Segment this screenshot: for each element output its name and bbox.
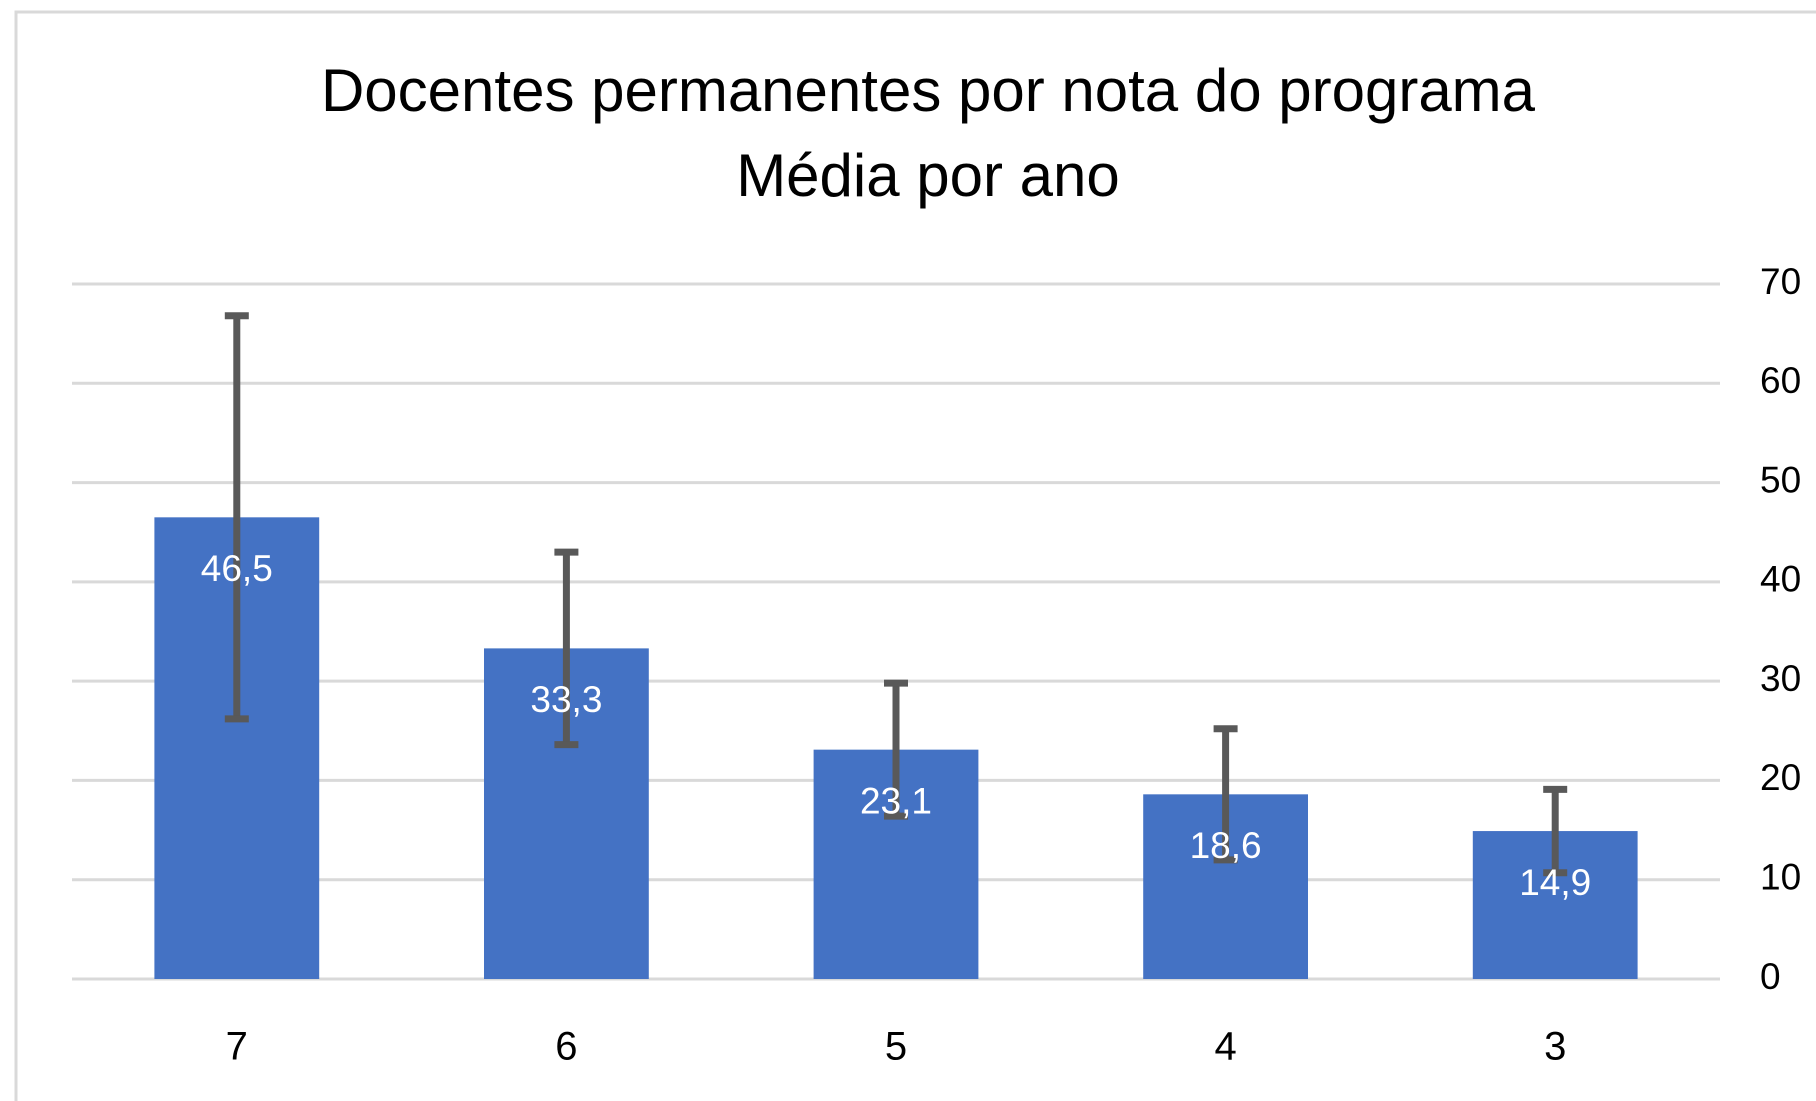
- x-tick-label: 3: [1544, 1025, 1566, 1069]
- y-tick-label: 10: [1760, 856, 1801, 897]
- x-tick-label: 5: [885, 1025, 907, 1069]
- error-bar: [1213, 725, 1238, 864]
- x-tick-label: 7: [226, 1025, 248, 1069]
- y-tick-label: 40: [1760, 559, 1801, 600]
- chart-subtitle: Média por ano: [736, 142, 1120, 209]
- error-bar: [884, 679, 908, 820]
- error-bar: [1543, 785, 1568, 877]
- error-bar: [554, 548, 579, 749]
- error-bar: [224, 312, 249, 723]
- y-tick-label: 70: [1760, 261, 1801, 302]
- data-label: 23,1: [860, 780, 932, 821]
- y-tick-label: 30: [1760, 658, 1801, 699]
- y-tick-label: 20: [1760, 757, 1801, 798]
- data-label: 18,6: [1190, 825, 1262, 866]
- x-tick-label: 6: [555, 1025, 577, 1069]
- data-label: 46,5: [201, 548, 273, 589]
- x-tick-label: 4: [1214, 1025, 1236, 1069]
- y-tick-label: 0: [1760, 956, 1781, 997]
- chart-title: Docentes permanentes por nota do program…: [321, 57, 1536, 124]
- y-tick-label: 50: [1760, 459, 1801, 500]
- data-label: 33,3: [530, 679, 602, 720]
- data-label: 14,9: [1519, 862, 1591, 903]
- y-tick-label: 60: [1760, 360, 1801, 401]
